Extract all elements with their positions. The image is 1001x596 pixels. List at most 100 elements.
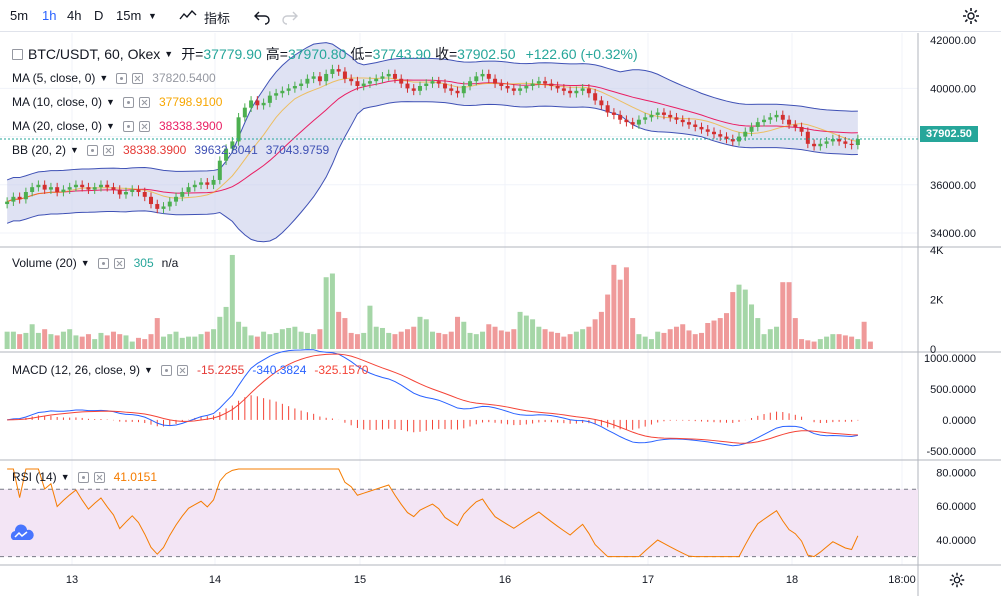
volume-bar	[92, 339, 98, 349]
candle-body	[255, 100, 260, 106]
macd-tick-label: 1000.0000	[924, 353, 976, 365]
high-label: 高=	[265, 46, 288, 62]
volume-bar	[135, 337, 141, 349]
volume-bar	[273, 332, 279, 349]
rsi-remove-icon[interactable]	[93, 471, 105, 483]
macd-visibility-icon[interactable]	[160, 364, 172, 376]
rsi-name: RSI (14)	[12, 470, 57, 484]
volume-bar	[486, 324, 492, 349]
volume-bar	[117, 334, 123, 349]
interval-4h[interactable]: 4h	[67, 8, 82, 23]
candle-body	[36, 184, 41, 188]
indicators-icon[interactable]	[178, 6, 198, 26]
trading-chart[interactable]: 42000.0040000.0038000.0036000.0034000.00…	[0, 33, 1001, 596]
candle-body	[361, 83, 366, 86]
candle-body	[655, 112, 660, 115]
ma5-visibility-icon[interactable]	[116, 72, 128, 84]
candle-body	[236, 117, 241, 142]
candle-body	[411, 88, 416, 91]
candle-body	[630, 122, 635, 125]
bb-remove-icon[interactable]	[102, 144, 114, 156]
interval-1h[interactable]: 1h	[42, 8, 57, 23]
volume-bar	[792, 318, 798, 349]
volume-remove-icon[interactable]	[113, 257, 125, 269]
volume-bar	[211, 329, 217, 349]
macd-tick-label: 500.0000	[930, 384, 976, 396]
interval-5m[interactable]: 5m	[10, 8, 29, 23]
candle-body	[599, 100, 604, 106]
macd-chevron-down-icon[interactable]: ▼	[144, 365, 153, 375]
interval-dropdown-chevron-icon[interactable]: ▼	[148, 11, 157, 21]
candle-body	[812, 143, 817, 147]
rsi-chevron-down-icon[interactable]: ▼	[60, 472, 70, 482]
undo-icon[interactable]	[252, 6, 272, 26]
volume-bar	[673, 326, 679, 349]
interval-15m[interactable]: 15m	[116, 8, 142, 23]
ma5-chevron-down-icon[interactable]: ▼	[99, 73, 109, 83]
volume-bar	[85, 334, 91, 349]
time-tick-label: 16	[499, 574, 511, 586]
redo-icon[interactable]	[280, 6, 300, 26]
volume-tick-label: 4K	[930, 245, 944, 257]
volume-bar	[736, 284, 742, 349]
top-toolbar: 5m 1h 4h D 15m ▼ 指标	[0, 0, 1001, 32]
ma10-remove-icon[interactable]	[138, 96, 150, 108]
candle-body	[142, 192, 147, 197]
bb-upper-value: 39632.8041	[194, 143, 258, 157]
candle-body	[549, 83, 554, 86]
ma20-value: 38338.3900	[158, 119, 223, 133]
volume-bar	[805, 340, 811, 349]
bb-lower-value: 37043.9759	[265, 143, 330, 157]
macd-remove-icon[interactable]	[176, 364, 188, 376]
bb-chevron-down-icon[interactable]: ▼	[70, 145, 79, 155]
time-tick-label: 18	[786, 574, 798, 586]
rsi-visibility-icon[interactable]	[77, 471, 89, 483]
volume-bar	[561, 336, 567, 349]
candle-body	[543, 81, 548, 84]
volume-chevron-down-icon[interactable]: ▼	[80, 258, 90, 268]
bb-legend: BB (20, 2) ▼ 38338.3900 39632.8041 37043…	[12, 143, 329, 157]
interval-d[interactable]: D	[94, 8, 104, 23]
cloud-logo-icon[interactable]	[8, 524, 36, 544]
candle-body	[405, 83, 410, 89]
candle-body	[48, 187, 53, 190]
candle-body	[105, 184, 110, 188]
ma20-chevron-down-icon[interactable]: ▼	[106, 121, 115, 131]
volume-bar	[67, 329, 73, 349]
open-label: 开=	[181, 46, 204, 62]
volume-bar	[204, 331, 210, 349]
volume-bar	[60, 331, 66, 349]
ma10-visibility-icon[interactable]	[122, 96, 134, 108]
volume-bar	[605, 294, 611, 349]
volume-bar	[148, 334, 154, 349]
candle-body	[292, 86, 297, 89]
ma20-remove-icon[interactable]	[138, 120, 150, 132]
settings-gear-icon[interactable]	[961, 6, 981, 26]
collapse-legend-icon[interactable]	[12, 48, 23, 60]
symbol-chevron-down-icon[interactable]: ▼	[164, 49, 174, 59]
candle-body	[417, 86, 422, 91]
candle-body	[367, 81, 372, 84]
volume-bar	[473, 334, 479, 349]
bb-visibility-icon[interactable]	[86, 144, 98, 156]
candle-body	[336, 69, 341, 72]
indicators-button[interactable]: 指标	[204, 11, 231, 26]
volume-visibility-icon[interactable]	[97, 257, 109, 269]
macd-signal-line	[7, 353, 858, 444]
volume-bar	[417, 316, 423, 349]
volume-bar	[229, 254, 235, 349]
ma10-chevron-down-icon[interactable]: ▼	[106, 97, 115, 107]
candle-body	[737, 136, 742, 142]
ma20-visibility-icon[interactable]	[122, 120, 134, 132]
ma5-remove-icon[interactable]	[132, 72, 144, 84]
volume-bar	[336, 311, 342, 349]
low-value: 37743.90	[372, 46, 431, 62]
candle-body	[430, 81, 435, 84]
axis-settings-gear-icon[interactable]	[948, 571, 966, 589]
candle-body	[342, 71, 347, 79]
volume-bar	[54, 335, 60, 349]
volume-bar	[523, 315, 529, 349]
volume-bar	[354, 334, 360, 349]
candle-body	[668, 114, 673, 118]
volume-bar	[542, 329, 548, 349]
